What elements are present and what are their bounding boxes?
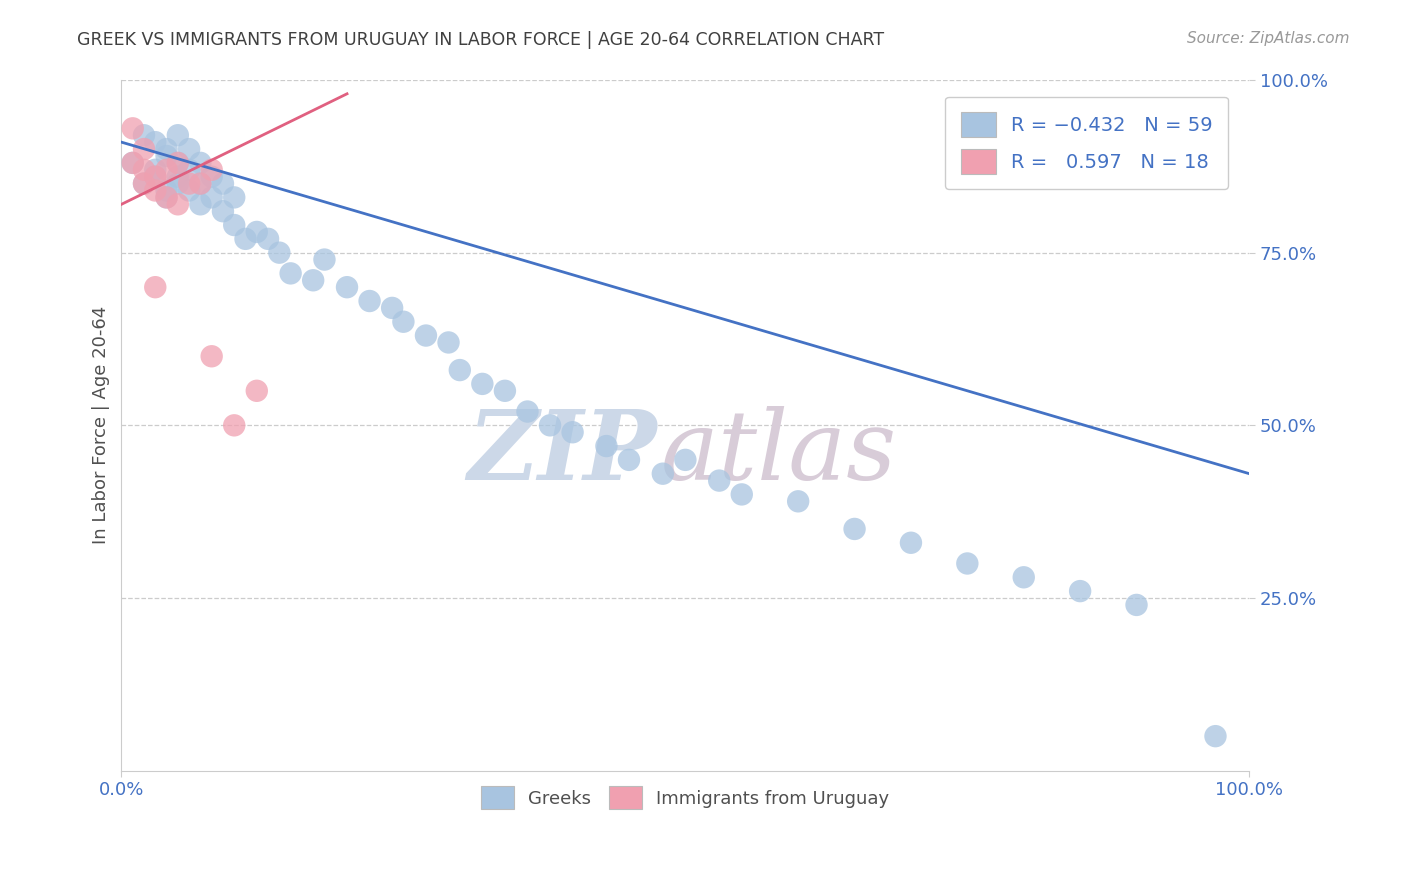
Point <box>381 301 404 315</box>
Point <box>166 197 188 211</box>
Point <box>155 190 177 204</box>
Point <box>121 156 143 170</box>
Point <box>166 156 188 170</box>
Point <box>1069 584 1091 599</box>
Point <box>121 121 143 136</box>
Point <box>494 384 516 398</box>
Point <box>121 156 143 170</box>
Point <box>190 177 212 191</box>
Point <box>314 252 336 267</box>
Point <box>709 474 731 488</box>
Point <box>246 225 269 239</box>
Point <box>212 177 235 191</box>
Point <box>336 280 359 294</box>
Point <box>143 169 166 184</box>
Point <box>224 218 246 232</box>
Y-axis label: In Labor Force | Age 20-64: In Labor Force | Age 20-64 <box>93 306 110 544</box>
Point <box>257 232 280 246</box>
Point <box>1204 729 1226 743</box>
Text: Source: ZipAtlas.com: Source: ZipAtlas.com <box>1187 31 1350 46</box>
Point <box>392 315 415 329</box>
Point <box>132 177 155 191</box>
Point <box>212 204 235 219</box>
Point <box>900 535 922 549</box>
Point <box>844 522 866 536</box>
Point <box>538 418 561 433</box>
Point <box>673 453 696 467</box>
Point <box>224 190 246 204</box>
Point <box>201 349 224 363</box>
Point <box>155 184 177 198</box>
Point <box>132 128 155 143</box>
Point <box>651 467 673 481</box>
Point <box>471 376 494 391</box>
Point <box>787 494 810 508</box>
Point <box>166 156 188 170</box>
Point <box>143 135 166 149</box>
Point <box>201 190 224 204</box>
Point <box>359 293 381 308</box>
Point <box>143 184 166 198</box>
Point <box>190 197 212 211</box>
Point <box>190 177 212 191</box>
Point <box>155 190 177 204</box>
Point <box>166 169 188 184</box>
Point <box>132 142 155 156</box>
Text: GREEK VS IMMIGRANTS FROM URUGUAY IN LABOR FORCE | AGE 20-64 CORRELATION CHART: GREEK VS IMMIGRANTS FROM URUGUAY IN LABO… <box>77 31 884 49</box>
Point <box>190 156 212 170</box>
Point <box>1125 598 1147 612</box>
Point <box>1012 570 1035 584</box>
Point <box>595 439 617 453</box>
Point <box>155 162 177 177</box>
Point <box>143 169 166 184</box>
Point <box>155 142 177 156</box>
Point <box>132 177 155 191</box>
Point <box>415 328 437 343</box>
Text: atlas: atlas <box>661 406 897 500</box>
Point <box>179 162 201 177</box>
Point <box>166 177 188 191</box>
Point <box>516 404 538 418</box>
Point <box>235 232 257 246</box>
Legend: Greeks, Immigrants from Uruguay: Greeks, Immigrants from Uruguay <box>467 772 904 824</box>
Point <box>155 149 177 163</box>
Point <box>561 425 583 440</box>
Point <box>179 184 201 198</box>
Point <box>956 557 979 571</box>
Point <box>166 128 188 143</box>
Text: ZIP: ZIP <box>468 406 657 500</box>
Point <box>437 335 460 350</box>
Point <box>246 384 269 398</box>
Point <box>269 245 291 260</box>
Point <box>731 487 754 501</box>
Point <box>302 273 325 287</box>
Point <box>143 162 166 177</box>
Point <box>179 177 201 191</box>
Point <box>617 453 640 467</box>
Point <box>201 169 224 184</box>
Point <box>449 363 471 377</box>
Point <box>224 418 246 433</box>
Point <box>143 280 166 294</box>
Point <box>179 142 201 156</box>
Point <box>201 162 224 177</box>
Point <box>280 266 302 280</box>
Point <box>132 162 155 177</box>
